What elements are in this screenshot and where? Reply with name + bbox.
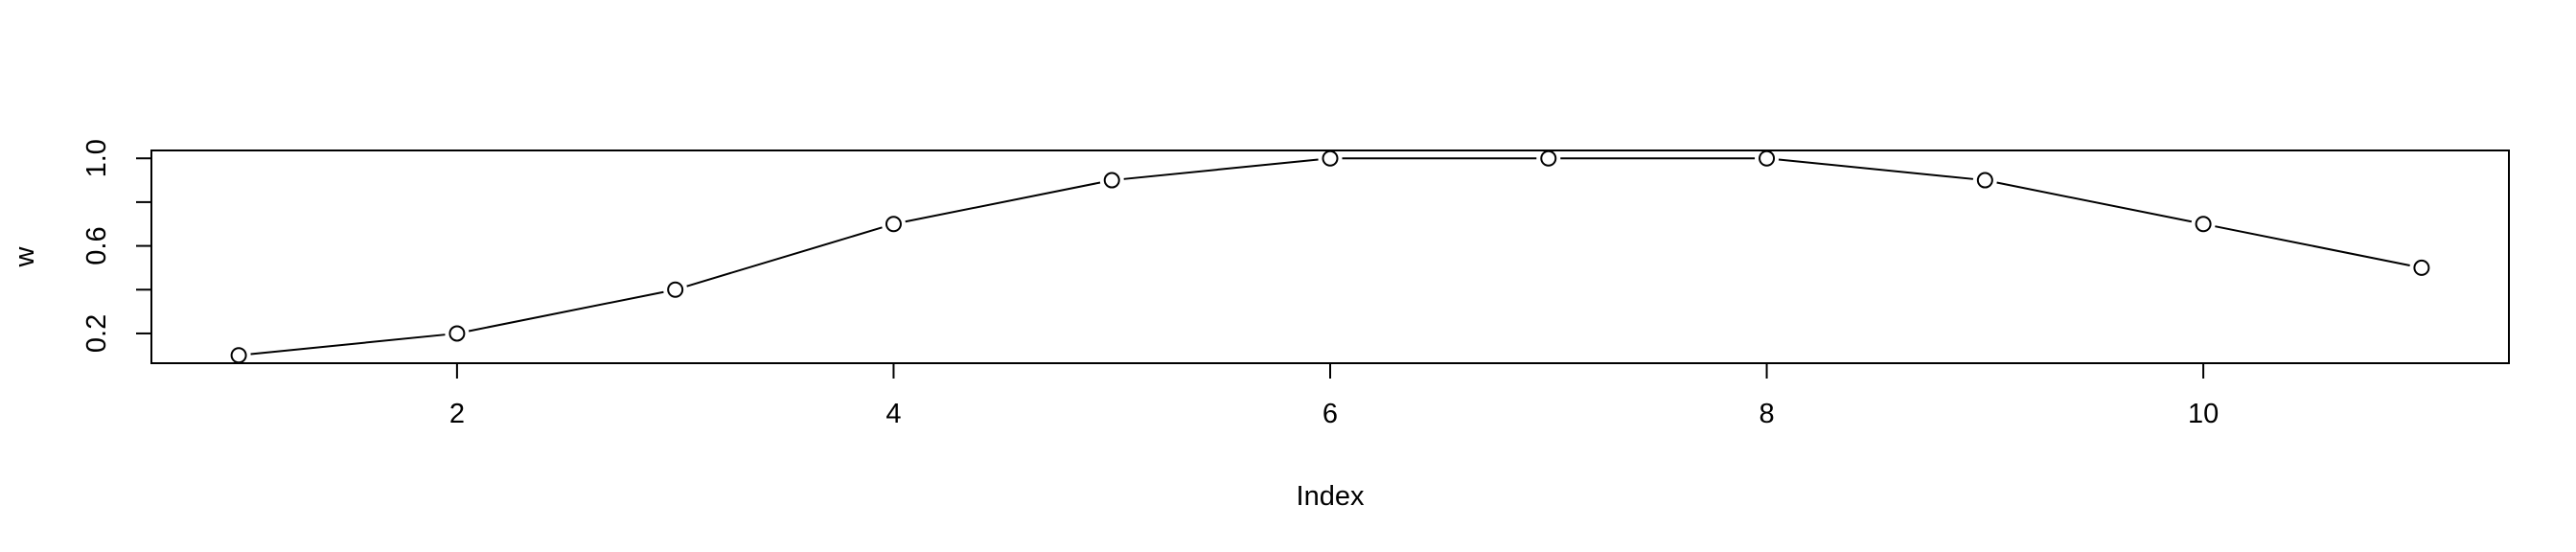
y-tick-label: 1.0	[81, 139, 112, 177]
x-tick-label: 8	[1759, 399, 1774, 429]
plot-frame	[150, 150, 2510, 364]
y-axis: 0.2 0.6 1.0	[81, 139, 151, 353]
x-tick-label: 2	[449, 399, 465, 429]
data-point	[1540, 150, 1557, 167]
data-point	[2195, 216, 2212, 233]
y-tick-label: 0.2	[81, 314, 112, 353]
series-line-segment	[250, 334, 446, 356]
data-point	[1103, 172, 1120, 189]
data-point	[448, 325, 466, 342]
series-line-segment	[2215, 225, 2410, 266]
x-tick-label: 6	[1322, 399, 1338, 429]
y-tick-label: 0.6	[81, 226, 112, 264]
x-tick-label: 10	[2188, 399, 2219, 429]
data-point	[885, 216, 902, 233]
x-tick-label: 4	[886, 399, 901, 429]
data-point	[2413, 259, 2430, 276]
series-group	[230, 150, 2430, 364]
data-point	[1759, 150, 1776, 167]
series-line-segment	[686, 226, 883, 288]
y-axis-label: w	[10, 245, 40, 267]
series-line-segment	[468, 290, 664, 333]
series-line-segment	[1778, 158, 1973, 180]
data-point	[230, 347, 247, 364]
data-point	[1322, 150, 1339, 167]
series-line-segment	[905, 181, 1101, 223]
series-line-segment	[1123, 158, 1319, 180]
data-point	[1976, 172, 1993, 189]
x-axis-label: Index	[1297, 481, 1365, 512]
data-point	[667, 281, 684, 298]
x-axis: 2 4 6 8 10	[449, 363, 2219, 429]
series-line-segment	[1996, 181, 2193, 223]
